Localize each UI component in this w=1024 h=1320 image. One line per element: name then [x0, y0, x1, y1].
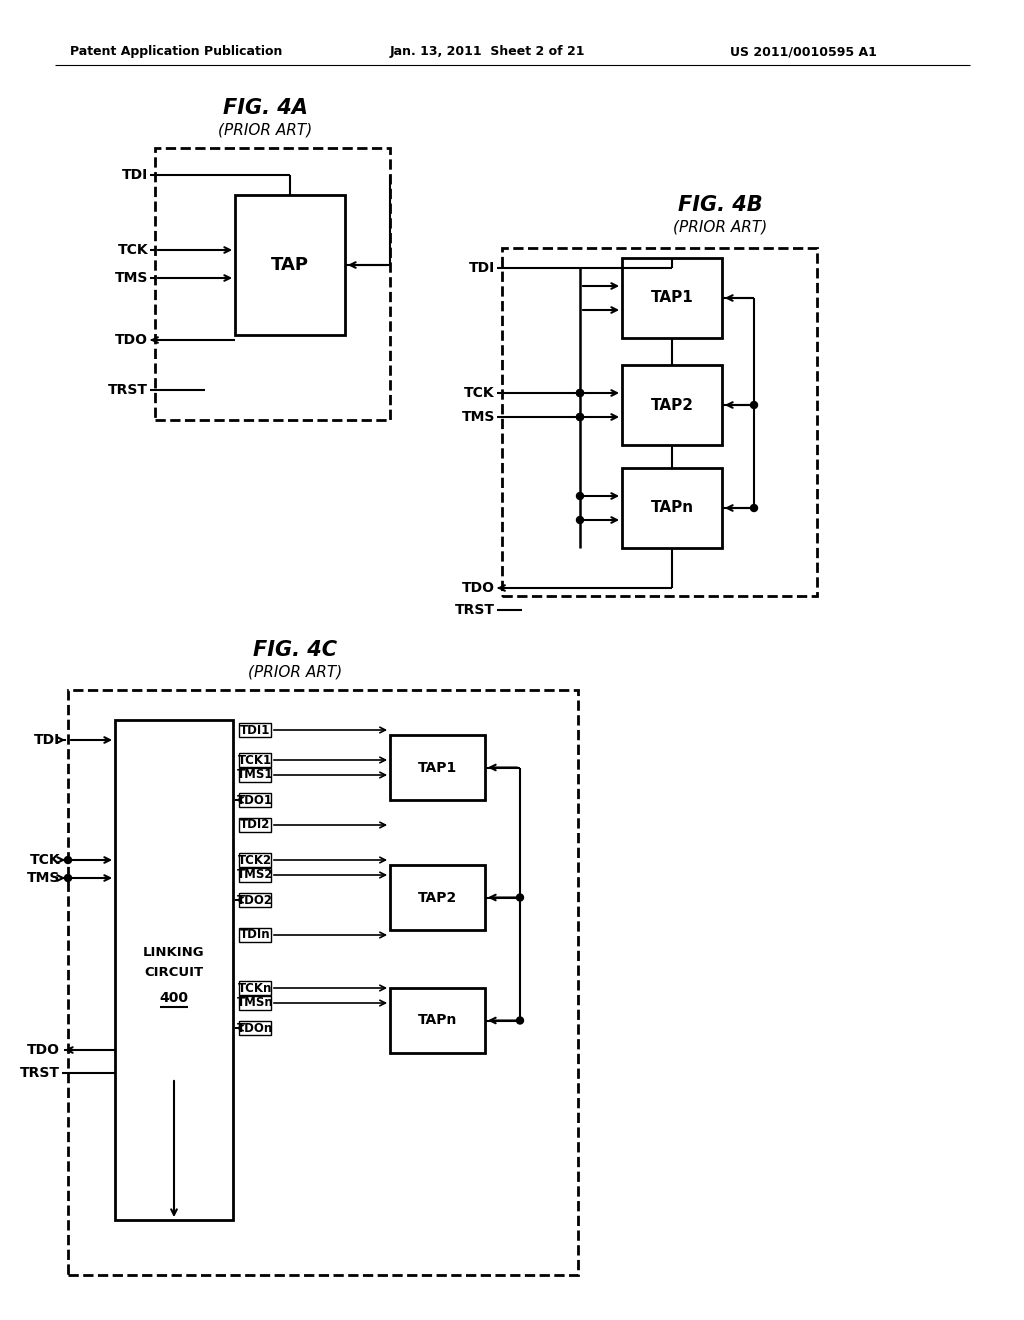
Text: TDIn: TDIn	[240, 928, 270, 941]
Text: TMS1: TMS1	[237, 768, 273, 781]
Text: TDI: TDI	[122, 168, 148, 182]
Bar	[239, 768, 271, 781]
Bar	[622, 257, 722, 338]
Text: TDI: TDI	[34, 733, 60, 747]
Text: TMS: TMS	[115, 271, 148, 285]
Text: FIG. 4C: FIG. 4C	[253, 640, 337, 660]
Text: TCK1: TCK1	[238, 754, 272, 767]
Text: Jan. 13, 2011  Sheet 2 of 21: Jan. 13, 2011 Sheet 2 of 21	[390, 45, 586, 58]
Circle shape	[577, 389, 584, 396]
Bar	[239, 1020, 271, 1035]
Bar	[155, 148, 390, 420]
Circle shape	[751, 401, 758, 408]
Bar	[239, 869, 271, 882]
Text: TMSn: TMSn	[237, 997, 273, 1010]
Text: TAP1: TAP1	[650, 290, 693, 305]
Text: 400: 400	[160, 991, 188, 1005]
Bar	[502, 248, 817, 597]
Bar	[115, 719, 233, 1220]
Circle shape	[577, 516, 584, 524]
Circle shape	[577, 413, 584, 421]
Bar	[622, 366, 722, 445]
Text: FIG. 4A: FIG. 4A	[222, 98, 307, 117]
Bar	[68, 690, 578, 1275]
Text: Patent Application Publication: Patent Application Publication	[70, 45, 283, 58]
Text: TCKn: TCKn	[238, 982, 272, 994]
Bar	[239, 894, 271, 907]
Circle shape	[65, 874, 72, 882]
Text: TDO: TDO	[27, 1043, 60, 1057]
Text: TMS: TMS	[27, 871, 60, 884]
Text: TMS2: TMS2	[237, 869, 273, 882]
Text: TDO: TDO	[462, 581, 495, 595]
Circle shape	[65, 857, 72, 863]
Text: (PRIOR ART): (PRIOR ART)	[248, 664, 342, 680]
Text: TCK: TCK	[118, 243, 148, 257]
Circle shape	[516, 1016, 523, 1024]
Circle shape	[577, 413, 584, 421]
Text: LINKING: LINKING	[143, 945, 205, 958]
Text: CIRCUIT: CIRCUIT	[144, 966, 204, 979]
Bar	[239, 928, 271, 942]
Bar	[390, 865, 485, 931]
Text: TDI1: TDI1	[240, 723, 270, 737]
Circle shape	[577, 389, 584, 396]
Text: TAP: TAP	[271, 256, 309, 275]
Circle shape	[751, 504, 758, 511]
Bar	[239, 723, 271, 737]
Text: TDO: TDO	[115, 333, 148, 347]
Text: TAP1: TAP1	[418, 760, 457, 775]
Bar	[239, 981, 271, 995]
Text: TAP2: TAP2	[418, 891, 457, 904]
Text: FIG. 4B: FIG. 4B	[678, 195, 762, 215]
Bar	[239, 793, 271, 807]
Text: (PRIOR ART): (PRIOR ART)	[218, 123, 312, 137]
Bar	[390, 987, 485, 1053]
Circle shape	[516, 894, 523, 902]
Text: TRST: TRST	[108, 383, 148, 397]
Text: TCK2: TCK2	[238, 854, 272, 866]
Text: TAPn: TAPn	[650, 500, 693, 516]
Bar	[239, 853, 271, 867]
Text: (PRIOR ART): (PRIOR ART)	[673, 219, 767, 235]
Text: TMS: TMS	[462, 411, 495, 424]
Text: TDOn: TDOn	[237, 1022, 273, 1035]
Text: TAPn: TAPn	[418, 1014, 457, 1027]
Text: TRST: TRST	[20, 1067, 60, 1080]
Bar	[622, 469, 722, 548]
Text: TDI2: TDI2	[240, 818, 270, 832]
Text: US 2011/0010595 A1: US 2011/0010595 A1	[730, 45, 877, 58]
Bar	[239, 818, 271, 832]
Bar	[239, 997, 271, 1010]
Text: TCK: TCK	[30, 853, 60, 867]
Text: TCK: TCK	[464, 385, 495, 400]
Bar	[390, 735, 485, 800]
Bar	[234, 195, 345, 335]
Text: TAP2: TAP2	[650, 397, 693, 412]
Text: TDI: TDI	[469, 261, 495, 275]
Text: TDO2: TDO2	[237, 894, 273, 907]
Text: TDO1: TDO1	[237, 793, 273, 807]
Bar	[239, 752, 271, 767]
Text: TRST: TRST	[455, 603, 495, 616]
Circle shape	[577, 492, 584, 499]
